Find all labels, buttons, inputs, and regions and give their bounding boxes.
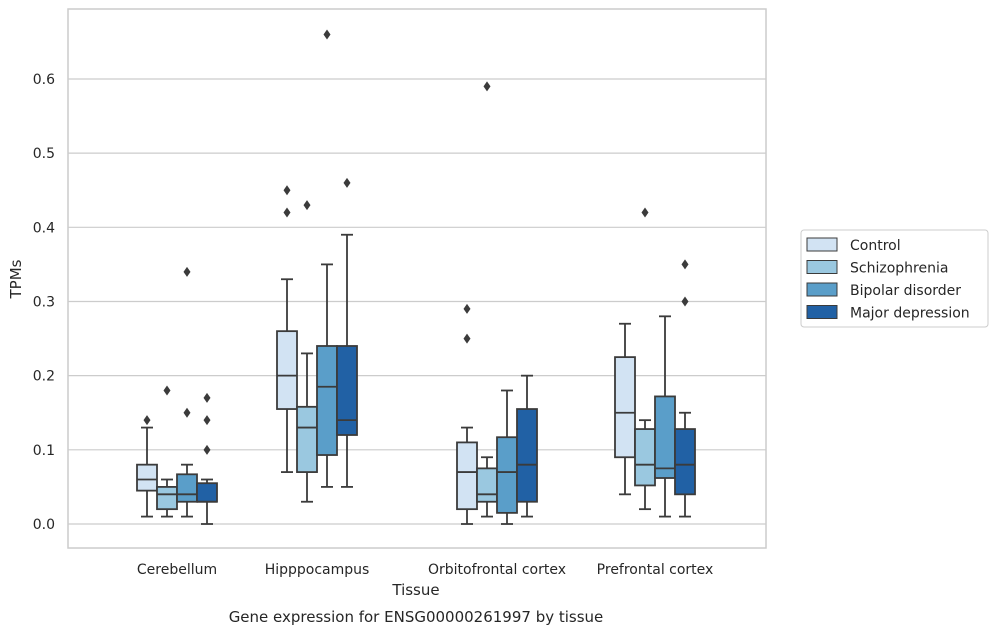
outlier-point bbox=[183, 266, 191, 277]
box-control bbox=[276, 185, 298, 473]
outlier-point bbox=[143, 415, 151, 426]
outlier-point bbox=[483, 81, 491, 92]
x-axis-ticks: Cerebellum Hipppocampus Orbitofrontal cort… bbox=[137, 562, 713, 578]
y-axis-title: TPMs bbox=[7, 259, 25, 299]
box-bipolar-disorder bbox=[176, 266, 198, 518]
box-major-depression bbox=[336, 177, 358, 488]
x-tick-label: Hipppocampus bbox=[265, 562, 370, 578]
outlier-point bbox=[203, 444, 211, 455]
iqr-box bbox=[276, 330, 298, 410]
legend: Control Schizophrenia Bipolar disorder Majo… bbox=[800, 229, 989, 328]
box-major-depression bbox=[516, 374, 538, 518]
legend-swatch bbox=[806, 260, 838, 274]
iqr-box bbox=[456, 441, 478, 511]
y-tick-label: 0.5 bbox=[33, 146, 55, 162]
legend-label: Schizophrenia bbox=[850, 261, 948, 277]
legend-label: Major depression bbox=[850, 306, 970, 322]
box-major-depression bbox=[674, 259, 696, 518]
iqr-box bbox=[176, 473, 198, 503]
iqr-box bbox=[296, 405, 318, 473]
legend-swatch bbox=[806, 305, 838, 319]
legend-swatch bbox=[806, 237, 838, 252]
x-tick-label: Orbitofrontal cortex bbox=[428, 562, 566, 578]
iqr-box bbox=[156, 486, 178, 511]
outlier-point bbox=[303, 200, 311, 211]
box-control bbox=[614, 322, 636, 496]
iqr-box bbox=[654, 395, 676, 479]
legend-swatch bbox=[806, 282, 838, 297]
iqr-box bbox=[476, 467, 498, 503]
box-bipolar-disorder bbox=[654, 315, 676, 518]
outlier-point bbox=[681, 296, 689, 307]
outlier-point bbox=[283, 185, 291, 196]
outlier-point bbox=[183, 407, 191, 418]
iqr-box bbox=[516, 408, 538, 503]
y-tick-label: 0.2 bbox=[33, 369, 55, 385]
box-control bbox=[136, 415, 158, 518]
outlier-point bbox=[163, 385, 171, 396]
outlier-point bbox=[463, 303, 471, 314]
iqr-box bbox=[496, 436, 518, 514]
outlier-point bbox=[463, 333, 471, 344]
y-tick-label: 0.6 bbox=[33, 72, 55, 88]
outlier-point bbox=[203, 392, 211, 403]
box-schizophrenia bbox=[634, 207, 656, 511]
y-tick-label: 0.4 bbox=[33, 220, 55, 236]
outlier-point bbox=[681, 259, 689, 270]
iqr-box bbox=[634, 428, 656, 487]
box-schizophrenia bbox=[476, 81, 498, 518]
gridlines bbox=[68, 78, 766, 525]
outlier-point bbox=[283, 207, 291, 218]
y-tick-label: 0.0 bbox=[33, 517, 55, 533]
outlier-point bbox=[203, 415, 211, 426]
legend-label: Control bbox=[850, 238, 901, 254]
iqr-box bbox=[614, 356, 636, 459]
x-tick-label: Cerebellum bbox=[137, 562, 217, 578]
outlier-point bbox=[343, 177, 351, 188]
legend-frame bbox=[800, 229, 989, 328]
y-tick-label: 0.1 bbox=[33, 443, 55, 459]
iqr-box bbox=[316, 345, 338, 456]
iqr-box bbox=[674, 428, 696, 496]
x-axis-title: Tissue bbox=[391, 581, 439, 599]
iqr-box bbox=[336, 345, 358, 436]
box-major-depression bbox=[196, 392, 218, 525]
outlier-point bbox=[323, 29, 331, 40]
box-groups bbox=[136, 29, 696, 525]
legend-label: Bipolar disorder bbox=[850, 283, 961, 299]
x-tick-label: Prefrontal cortex bbox=[597, 562, 714, 578]
box-schizophrenia bbox=[296, 200, 318, 503]
iqr-box bbox=[196, 482, 218, 503]
y-tick-label: 0.3 bbox=[33, 294, 55, 310]
plot-frame bbox=[67, 8, 767, 549]
y-axis-ticks: 0.0 0.1 0.2 0.3 0.4 0.5 0.6 bbox=[33, 72, 55, 533]
iqr-box bbox=[136, 463, 158, 492]
chart-title: Gene expression for ENSG00000261997 by t… bbox=[229, 608, 604, 626]
outlier-point bbox=[641, 207, 649, 218]
